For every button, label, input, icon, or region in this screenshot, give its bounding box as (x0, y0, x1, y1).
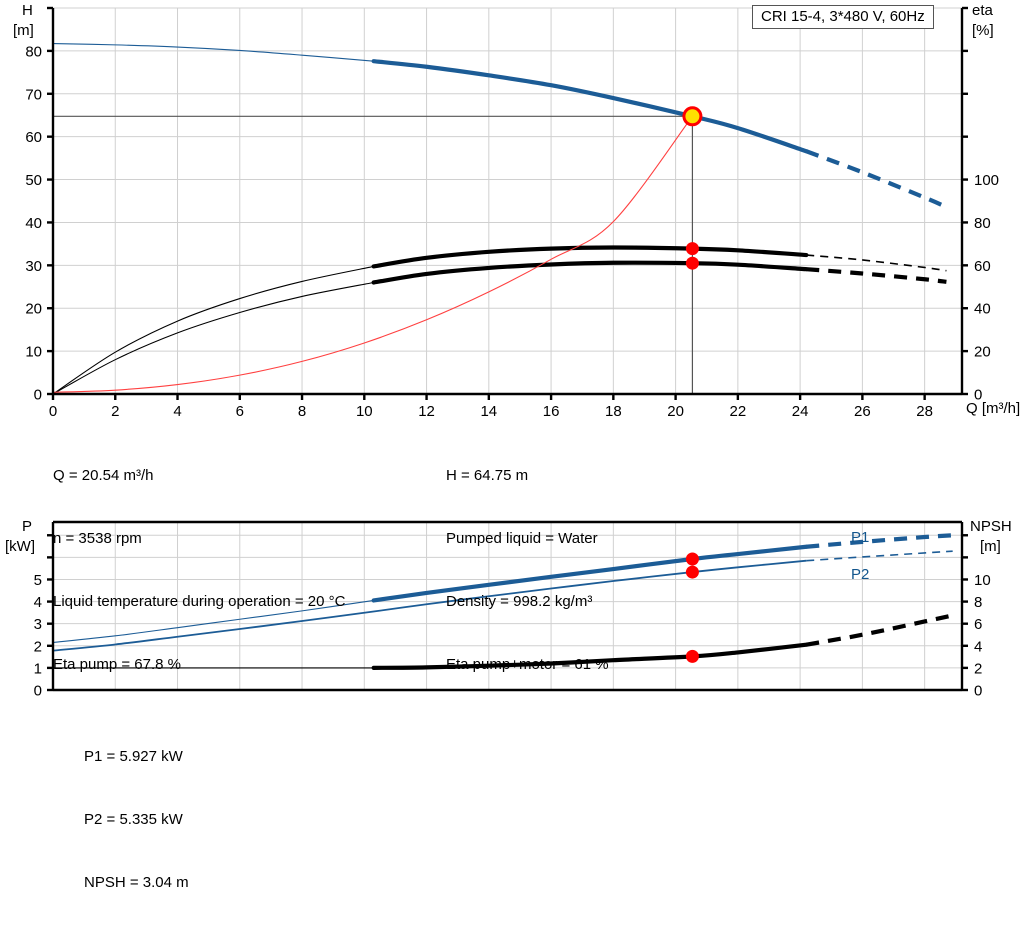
operating-point-line: H = 64.75 m (446, 467, 529, 484)
eta-pump-curve-thin-segment (52, 265, 374, 395)
lower-right-tick-label: 10 (974, 572, 991, 589)
efficiency-point-marker[interactable] (685, 256, 699, 270)
p1-curve-dashed (806, 533, 953, 549)
power-point-marker[interactable] (685, 649, 699, 663)
upper-right-tick-label: 80 (974, 215, 991, 232)
upper-x-tick-label: 24 (792, 403, 809, 420)
upper-x-axis-label: Q [m³/h] (966, 400, 1021, 417)
upper-right-tick-label: 20 (974, 344, 991, 361)
lower-left-tick-label: 2 (34, 638, 42, 655)
upper-x-tick-label: 16 (543, 403, 560, 420)
head-curve-thin-segment (52, 43, 374, 62)
lower-right-tick-label: 4 (974, 638, 982, 655)
power-values-block: P1 = 5.927 kW P2 = 5.335 kW NPSH = 3.04 … (84, 704, 189, 935)
eta-pump-motor-curve-dashed (806, 267, 947, 284)
upper-right-tick-label: 60 (974, 258, 991, 275)
power-value-line: P1 = 5.927 kW (84, 748, 183, 765)
operating-point-right-column: H = 64.75 m Pumped liquid = Water Densit… (446, 423, 609, 717)
p2-curve-dashed-thin (806, 550, 953, 562)
power-value-line: NPSH = 3.04 m (84, 874, 189, 891)
operating-point-line: Q = 20.54 m³/h (53, 467, 154, 484)
npsh-curve-thick-segment (371, 642, 809, 670)
upper-left-tick-label: 10 (25, 344, 42, 361)
upper-x-tick-label: 12 (418, 403, 435, 420)
upper-x-tick-label: 28 (916, 403, 933, 420)
duty-point-marker[interactable] (682, 106, 703, 127)
lower-y-right-axis-label-line2: [m] (980, 538, 1001, 555)
upper-x-tick-label: 2 (111, 403, 119, 420)
operating-point-left-column: Q = 20.54 m³/h n = 3538 rpm Liquid tempe… (53, 423, 345, 717)
eta-pump-curve-dashed-thin (806, 254, 947, 272)
upper-left-tick-label: 60 (25, 129, 42, 146)
lower-left-tick-label: 5 (34, 572, 42, 589)
upper-x-tick-label: 4 (173, 403, 181, 420)
upper-x-tick-label: 20 (667, 403, 684, 420)
power-value-line: P2 = 5.335 kW (84, 811, 183, 828)
operating-point-line: Pumped liquid = Water (446, 530, 598, 547)
eta-pump-motor-curve-thin-segment (52, 281, 374, 395)
lower-y-left-axis-label-line1: P (22, 518, 33, 535)
p1-curve-thick-segment (371, 544, 809, 603)
lower-right-tick-label: 0 (974, 683, 982, 700)
upper-y-right-axis-label-line1: eta (972, 2, 993, 19)
upper-right-tick-label: 100 (974, 172, 999, 189)
power-point-marker[interactable] (685, 552, 699, 566)
lower-y-left-axis-label-line2: [kW] (5, 538, 35, 555)
eta-pump-motor-curve-thick-segment (371, 260, 809, 285)
lower-right-tick-label: 8 (974, 594, 982, 611)
lower-left-tick-label: 1 (34, 660, 42, 677)
upper-x-tick-label: 6 (236, 403, 244, 420)
head-curve-dashed (805, 149, 948, 209)
upper-y-left-axis-label-line1: H (22, 2, 33, 19)
upper-left-tick-label: 20 (25, 301, 42, 318)
upper-x-tick-label: 18 (605, 403, 622, 420)
upper-left-tick-label: 0 (34, 387, 42, 404)
lower-left-tick-label: 0 (34, 683, 42, 700)
lower-right-tick-label: 2 (974, 660, 982, 677)
lower-y-right-axis-label-line1: NPSH (970, 518, 1012, 535)
head-curve-thick-segment (371, 59, 809, 154)
upper-right-tick-label: 40 (974, 301, 991, 318)
npsh-curve-dashed (805, 613, 954, 647)
chart-title-box: CRI 15-4, 3*480 V, 60Hz (752, 5, 934, 29)
eta-pump-curve-thick-segment (371, 245, 809, 269)
operating-point-line: Liquid temperature during operation = 20… (53, 593, 346, 610)
lower-right-tick-label: 6 (974, 616, 982, 633)
lower-left-tick-label: 3 (34, 616, 42, 633)
upper-x-tick-label: 8 (298, 403, 306, 420)
upper-y-right-axis-label-line2: [%] (972, 22, 994, 39)
upper-left-tick-label: 40 (25, 215, 42, 232)
upper-right-tick-label: 0 (974, 387, 982, 404)
power-point-marker[interactable] (685, 565, 699, 579)
upper-y-left-axis-label-line2: [m] (13, 22, 34, 39)
lower-left-tick-label: 4 (34, 594, 42, 611)
p1-curve-label: P1 (851, 529, 870, 546)
upper-x-tick-label: 0 (49, 403, 57, 420)
upper-x-tick-label: 26 (854, 403, 871, 420)
upper-x-tick-label: 22 (730, 403, 747, 420)
efficiency-point-marker[interactable] (685, 242, 699, 256)
upper-x-tick-label: 10 (356, 403, 373, 420)
upper-left-tick-label: 80 (25, 43, 42, 60)
upper-left-tick-label: 50 (25, 172, 42, 189)
operating-point-line: Density = 998.2 kg/m³ (446, 593, 593, 610)
upper-left-tick-label: 70 (25, 86, 42, 103)
operating-point-line: Eta pump = 67.8 % (53, 656, 181, 673)
p2-curve-label: P2 (851, 566, 870, 583)
system-curve-thin (52, 115, 693, 393)
upper-x-tick-label: 14 (480, 403, 497, 420)
p1-curve-thin-segment (52, 599, 374, 644)
operating-point-line: Eta pump+motor = 61 % (446, 656, 609, 673)
pump-curve-page: 0 10 20 30 40 50 60 70 80 0 20 40 60 80 100 0 2 4 6 8 10 12 14… (5, 2, 1021, 891)
upper-left-tick-label: 30 (25, 258, 42, 275)
operating-point-line: n = 3538 rpm (53, 530, 142, 547)
